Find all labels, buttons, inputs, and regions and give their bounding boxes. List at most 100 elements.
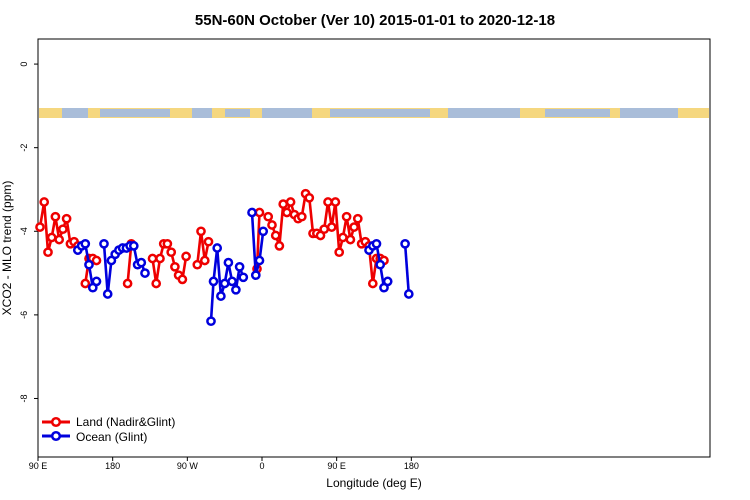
data-point [250, 270, 261, 281]
axis-ticks: 90 E 180 90 W 0 90 E 180 0 -2 -4 -6 -8 [19, 62, 419, 471]
data-point [238, 272, 249, 283]
x-axis-label: Longitude (deg E) [326, 476, 421, 490]
data-point [84, 259, 94, 270]
data-point [270, 230, 281, 241]
data-point [91, 255, 102, 266]
data-point [166, 247, 177, 258]
data-point [50, 211, 61, 222]
y-tick-label: 0 [19, 62, 29, 67]
band-ocean-piece [620, 108, 678, 118]
data-point [285, 197, 296, 207]
y-tick-label: -8 [19, 394, 29, 402]
band-ocean-piece [448, 108, 520, 118]
legend: Land (Nadir&Glint) Ocean (Glint) [42, 415, 175, 444]
data-point [136, 257, 147, 268]
legend-ocean-label: Ocean (Glint) [76, 430, 147, 444]
band-ocean-piece [545, 109, 610, 117]
data-point [216, 291, 226, 301]
data-point [151, 278, 162, 289]
x-tick-label: 90 E [327, 461, 346, 471]
data-point [267, 220, 277, 230]
data-point [282, 207, 292, 218]
data-point [46, 232, 57, 243]
band-ocean-piece [62, 108, 88, 118]
data-point [102, 289, 113, 299]
data-point [223, 257, 234, 268]
data-point [206, 316, 216, 327]
data-point [258, 226, 269, 237]
data-point [375, 259, 386, 270]
data-point [177, 274, 188, 285]
legend-ocean-marker [50, 430, 62, 442]
x-tick-label: 180 [404, 461, 419, 471]
band-ocean-piece [192, 108, 212, 118]
data-point [338, 232, 348, 243]
legend-land-marker [50, 416, 62, 428]
data-point [35, 222, 45, 232]
data-point [122, 278, 133, 289]
data-point [80, 278, 91, 289]
data-point [147, 253, 158, 264]
data-point [39, 197, 50, 207]
data-point [254, 207, 265, 218]
data-point [254, 255, 265, 266]
data-point [371, 238, 382, 249]
data-point [181, 251, 191, 262]
data-point [319, 224, 330, 235]
data-point [99, 238, 109, 249]
series-line [250, 212, 265, 277]
x-tick-label: 180 [105, 461, 120, 471]
y-axis-label: XCO2 - MLO trend (ppm) [0, 181, 14, 316]
data-point [43, 247, 53, 258]
data-point [278, 199, 289, 209]
data-point [227, 276, 237, 287]
data-point [274, 241, 285, 251]
band-ocean-piece [225, 109, 250, 117]
series-layer [35, 188, 414, 327]
data-point [326, 222, 337, 232]
data-point [162, 238, 173, 249]
series-line [196, 230, 210, 265]
data-point [91, 276, 102, 287]
data-point [234, 261, 245, 272]
data-point [296, 211, 307, 222]
data-point [170, 261, 180, 272]
data-point [231, 284, 241, 295]
band-ocean-piece [330, 109, 430, 117]
band-ocean-piece [100, 109, 170, 117]
series-line [403, 243, 411, 295]
data-point [140, 268, 150, 278]
data-point [203, 236, 214, 247]
data-point [341, 211, 352, 222]
data-point [54, 234, 65, 245]
data-point [304, 192, 315, 203]
legend-land-label: Land (Nadir&Glint) [76, 415, 175, 429]
data-point [219, 278, 230, 289]
data-point [192, 259, 203, 270]
data-point [128, 241, 139, 251]
data-point [403, 289, 414, 299]
data-point [349, 222, 359, 232]
data-point [208, 276, 219, 287]
data-point [323, 197, 333, 207]
x-tick-label: 0 [259, 461, 264, 471]
land-ocean-band [39, 108, 709, 118]
chart-title: 55N-60N October (Ver 10) 2015-01-01 to 2… [195, 12, 555, 29]
data-point [400, 238, 410, 249]
data-point [212, 243, 223, 253]
plot-frame [37, 38, 711, 458]
data-point [58, 224, 68, 235]
data-point [352, 213, 363, 224]
data-point [382, 276, 393, 287]
data-point [196, 226, 206, 237]
data-point [334, 247, 345, 258]
y-tick-label: -4 [19, 227, 29, 235]
data-point [155, 253, 165, 264]
x-tick-label: 90 W [177, 461, 199, 471]
data-point [247, 207, 257, 218]
y-tick-label: -2 [19, 144, 29, 152]
x-tick-label: 90 E [29, 461, 48, 471]
data-point [61, 213, 72, 224]
data-point [367, 278, 378, 289]
